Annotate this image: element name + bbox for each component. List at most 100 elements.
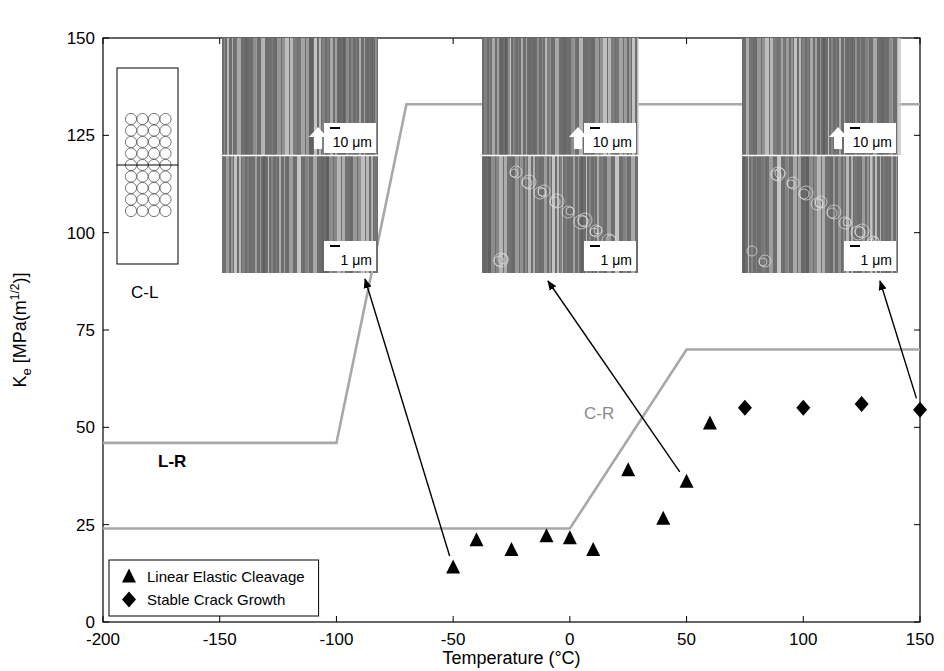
fractograph-streak xyxy=(823,38,825,155)
y-axis-title-part: K xyxy=(10,375,30,387)
specimen-site xyxy=(148,194,159,205)
fractograph-streak xyxy=(537,38,539,155)
specimen-site xyxy=(125,136,136,147)
scale-label: 10 μm xyxy=(853,134,892,150)
fractograph-streak xyxy=(508,38,511,155)
leader-arrow xyxy=(548,281,680,472)
fractograph-streak xyxy=(770,38,773,155)
inset-divider xyxy=(482,155,638,157)
specimen-site xyxy=(148,136,159,147)
fractograph-streak xyxy=(525,156,527,273)
specimen-site xyxy=(148,125,159,136)
fractograph-streak xyxy=(518,38,519,155)
x-tick xyxy=(453,616,454,622)
scale-label: 10 μm xyxy=(593,134,632,150)
fractograph-streak xyxy=(526,38,527,155)
fractograph-streak xyxy=(757,38,761,155)
fractograph-streak xyxy=(783,38,785,155)
y-tick xyxy=(103,330,109,331)
fractograph-streak xyxy=(794,38,797,155)
fractograph-streak xyxy=(820,38,821,155)
fractograph-streak xyxy=(545,38,547,155)
point xyxy=(656,511,670,525)
y-tick-right xyxy=(914,427,920,428)
fractograph-streak xyxy=(897,38,901,155)
scale-bar xyxy=(850,127,860,129)
fractograph-streak xyxy=(227,38,229,155)
fractograph-streak xyxy=(896,156,897,273)
y-tick-right xyxy=(914,622,920,623)
fractograph-streak xyxy=(271,156,273,273)
fractograph-dimple xyxy=(827,205,841,219)
marks xyxy=(103,104,927,573)
scale-bar xyxy=(850,245,860,247)
scale-label: 1 μm xyxy=(341,252,372,268)
legend: Linear Elastic CleavageStable Crack Grow… xyxy=(109,560,319,616)
fractograph-streak xyxy=(809,156,813,273)
fractograph-streak xyxy=(521,38,523,155)
x-tick-label: -100 xyxy=(319,630,353,649)
x-tick-top xyxy=(686,38,687,44)
fractograph-streak xyxy=(549,156,551,273)
specimen-site xyxy=(125,171,136,182)
fractograph-inset: 10 μm1 μm xyxy=(222,38,378,273)
fractograph-streak xyxy=(762,38,765,155)
fractograph-dimple xyxy=(550,194,564,208)
fractograph-streak xyxy=(555,38,559,155)
x-tick-label: -200 xyxy=(86,630,120,649)
specimen-site xyxy=(148,171,159,182)
fractograph-dimple xyxy=(787,177,799,189)
fractograph-streak xyxy=(756,156,757,273)
y-tick-label: 50 xyxy=(76,418,95,437)
specimen-label: C-L xyxy=(131,283,158,302)
y-axis-title-part: e xyxy=(19,368,34,375)
fractograph-streak xyxy=(306,38,309,155)
fractograph-dimple xyxy=(578,213,592,227)
specimen-site xyxy=(125,125,136,136)
y-tick-label: 150 xyxy=(67,29,95,48)
legend-label: Linear Elastic Cleavage xyxy=(147,568,305,585)
fractograph-streak xyxy=(237,38,241,155)
y-tick-label: 125 xyxy=(67,126,95,145)
fractograph-streak xyxy=(786,38,789,155)
fractograph-streak xyxy=(232,38,233,155)
fractograph-streak xyxy=(253,38,257,155)
fractograph-streak xyxy=(242,156,245,273)
fractograph-streak xyxy=(830,156,833,273)
legend-marker xyxy=(122,592,136,608)
fractograph-streak xyxy=(793,156,797,273)
fractograph-streak xyxy=(252,156,253,273)
y-axis-title: Ke [MPa(m1/2)] xyxy=(8,273,34,388)
fractograph-streak xyxy=(802,38,805,155)
fractograph-streak xyxy=(814,156,817,273)
y-tick xyxy=(103,232,109,233)
fractograph-streak xyxy=(815,38,817,155)
point xyxy=(796,400,810,416)
fractograph-streak xyxy=(261,38,265,155)
specimen-site xyxy=(125,205,136,216)
point xyxy=(586,542,600,556)
legend-box xyxy=(109,560,319,616)
fractograph-bg xyxy=(222,38,378,155)
fractograph-dimple xyxy=(590,225,602,237)
y-tick-label: 0 xyxy=(86,613,95,632)
point xyxy=(621,462,635,476)
point xyxy=(469,532,483,546)
inset-divider xyxy=(742,155,898,157)
fractograph-streak xyxy=(497,38,499,155)
legend-marker xyxy=(122,569,136,583)
fractograph-inset: 10 μm1 μm xyxy=(482,38,639,273)
chart: -200-150-100-500501001500255075100125150… xyxy=(0,0,944,671)
leader-arrow xyxy=(880,281,916,398)
specimen-site xyxy=(160,171,171,182)
fractograph-streak xyxy=(500,38,503,155)
fractograph-streak xyxy=(563,38,567,155)
fractograph-dimple xyxy=(839,217,851,229)
inset-divider xyxy=(222,155,378,157)
fractograph-streak xyxy=(785,156,789,273)
x-tick-label: 0 xyxy=(565,630,574,649)
fractograph-bg xyxy=(742,38,898,155)
fractograph-bg xyxy=(482,38,638,155)
scale-box xyxy=(324,241,376,271)
fractograph-streak xyxy=(807,38,809,155)
